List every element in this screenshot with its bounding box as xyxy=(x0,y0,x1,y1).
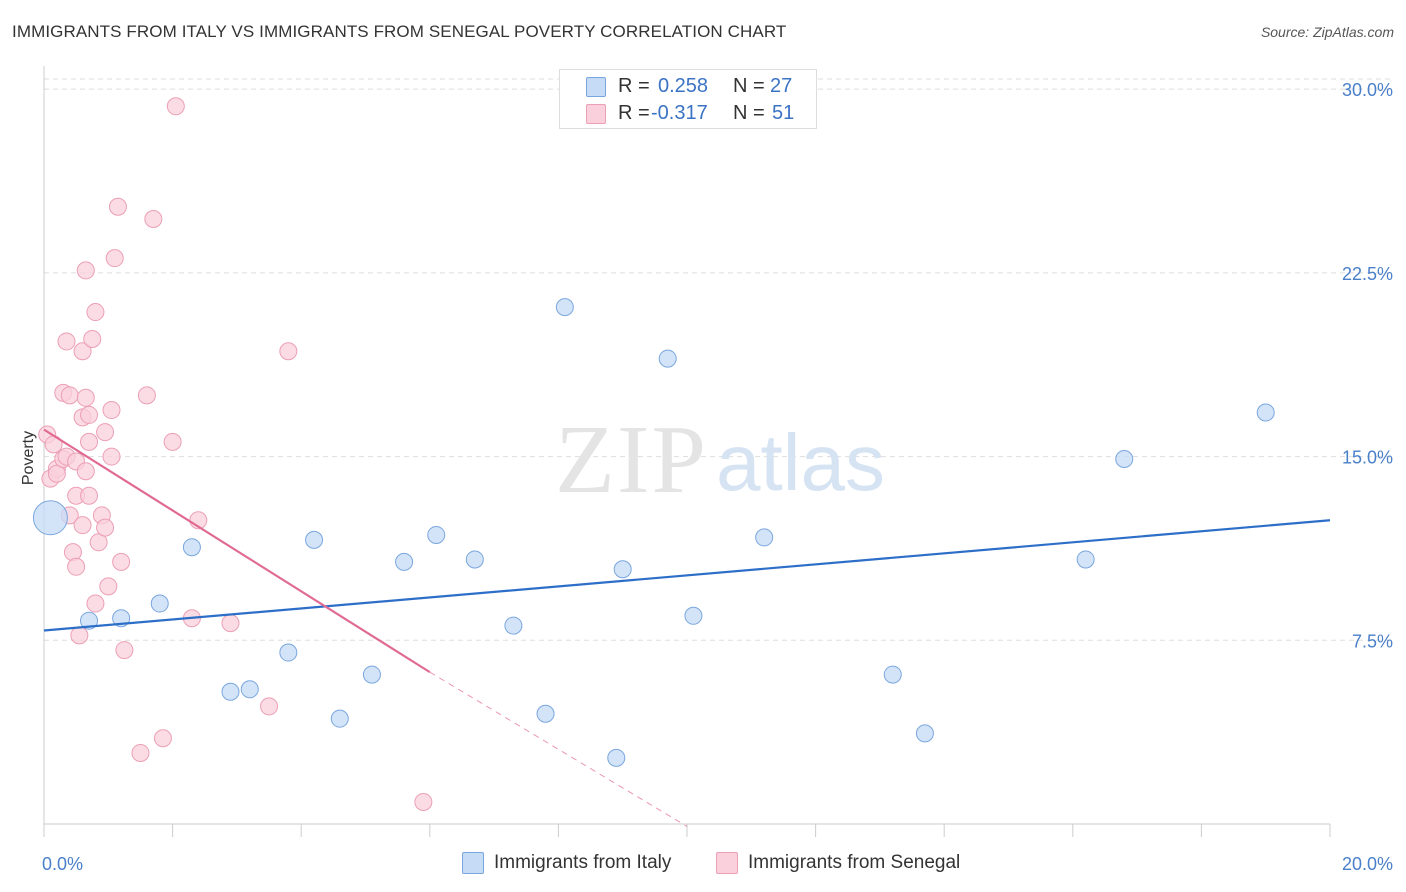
x-tick-label: 0.0% xyxy=(42,854,83,874)
point-italy xyxy=(915,724,934,743)
point-senegal xyxy=(73,342,92,361)
point-senegal xyxy=(57,332,76,351)
point-senegal xyxy=(80,486,99,505)
chart-title: IMMIGRANTS FROM ITALY VS IMMIGRANTS FROM… xyxy=(12,22,787,41)
point-senegal xyxy=(99,577,118,596)
stats-row-senegal: R = -0.317 N = 51 xyxy=(560,102,818,126)
point-italy xyxy=(80,611,99,630)
source-label: Source: ZipAtlas.com xyxy=(1260,24,1394,40)
trendline-italy xyxy=(43,519,1331,632)
point-senegal xyxy=(221,614,240,633)
point-italy xyxy=(362,665,381,684)
legend-label-italy: Immigrants from Italy xyxy=(494,852,672,873)
legend-swatch-senegal xyxy=(716,852,738,874)
point-senegal xyxy=(163,432,182,451)
point-senegal xyxy=(83,329,102,348)
point-senegal xyxy=(108,197,127,216)
stats-n-value: 51 xyxy=(772,102,795,124)
axes xyxy=(43,66,1331,837)
point-italy xyxy=(1115,450,1134,469)
stats-r-label: R = xyxy=(618,75,650,97)
point-italy xyxy=(1076,550,1095,569)
y-tick-label: 30.0% xyxy=(1342,80,1393,100)
point-senegal xyxy=(115,641,134,660)
point-senegal xyxy=(76,388,95,407)
y-tick-label: 15.0% xyxy=(1342,448,1393,468)
trendline-senegal xyxy=(43,428,431,674)
stats-swatch-italy xyxy=(586,77,606,97)
point-senegal xyxy=(279,342,298,361)
stats-r-value: -0.317 xyxy=(651,102,708,124)
stats-n-value: 27 xyxy=(770,75,793,97)
trendline-senegal-extension xyxy=(429,671,688,827)
stats-r-value: 0.258 xyxy=(658,75,709,97)
point-senegal xyxy=(73,516,92,535)
point-senegal xyxy=(63,543,82,562)
point-italy xyxy=(607,748,626,767)
point-italy xyxy=(658,349,677,368)
stats-n-label: N = xyxy=(733,75,765,97)
point-italy xyxy=(395,552,414,571)
point-senegal xyxy=(166,97,185,116)
point-italy xyxy=(465,550,484,569)
y-tick-label: 7.5% xyxy=(1352,631,1393,651)
point-italy xyxy=(427,525,446,544)
point-senegal xyxy=(80,405,99,424)
data-points xyxy=(32,97,1275,811)
point-senegal xyxy=(67,557,86,576)
point-senegal xyxy=(144,209,163,228)
point-italy xyxy=(330,709,349,728)
point-senegal xyxy=(102,447,121,466)
point-italy xyxy=(305,530,324,549)
legend-label-senegal: Immigrants from Senegal xyxy=(748,852,961,873)
point-italy xyxy=(1256,403,1275,422)
point-italy xyxy=(755,528,774,547)
point-italy xyxy=(279,643,298,662)
point-italy xyxy=(182,538,201,557)
point-italy xyxy=(240,680,259,699)
stats-row-italy: R = 0.258 N = 27 xyxy=(560,75,818,99)
point-senegal xyxy=(153,729,172,748)
trend-lines xyxy=(43,428,1331,827)
legend-swatch-italy xyxy=(462,852,484,874)
y-axis-label: Poverty xyxy=(20,431,37,485)
point-senegal xyxy=(102,401,121,420)
point-italy xyxy=(613,560,632,579)
point-senegal xyxy=(96,518,115,537)
point-senegal xyxy=(80,432,99,451)
point-italy xyxy=(221,682,240,701)
point-senegal xyxy=(137,386,156,405)
stats-n-label: N = xyxy=(733,102,765,124)
point-italy xyxy=(555,298,574,317)
point-italy xyxy=(504,616,523,635)
point-italy xyxy=(32,500,68,536)
watermark: ZIP atlas xyxy=(555,406,885,514)
point-senegal xyxy=(76,462,95,481)
point-senegal xyxy=(105,249,124,268)
point-senegal xyxy=(131,743,150,762)
point-senegal xyxy=(76,261,95,280)
point-senegal xyxy=(86,303,105,322)
point-senegal xyxy=(260,697,279,716)
point-senegal xyxy=(60,386,79,405)
x-tick-label: 20.0% xyxy=(1342,854,1393,874)
tick-labels: 7.5% 15.0% 22.5% 30.0% 0.0% 20.0% Poverty xyxy=(20,80,1393,874)
watermark-zip: ZIP xyxy=(555,406,708,514)
watermark-atlas: atlas xyxy=(716,418,885,507)
point-senegal xyxy=(112,552,131,571)
point-senegal xyxy=(86,594,105,613)
stats-r-label: R = xyxy=(618,102,650,124)
stats-legend: R = 0.258 N = 27 R = -0.317 N = 51 xyxy=(559,69,817,129)
point-italy xyxy=(684,606,703,625)
stats-swatch-senegal xyxy=(586,104,606,124)
point-senegal xyxy=(70,626,89,645)
point-senegal xyxy=(414,792,433,811)
point-senegal xyxy=(96,423,115,442)
y-tick-label: 22.5% xyxy=(1342,264,1393,284)
point-italy xyxy=(536,704,555,723)
point-italy xyxy=(883,665,902,684)
point-italy xyxy=(150,594,169,613)
